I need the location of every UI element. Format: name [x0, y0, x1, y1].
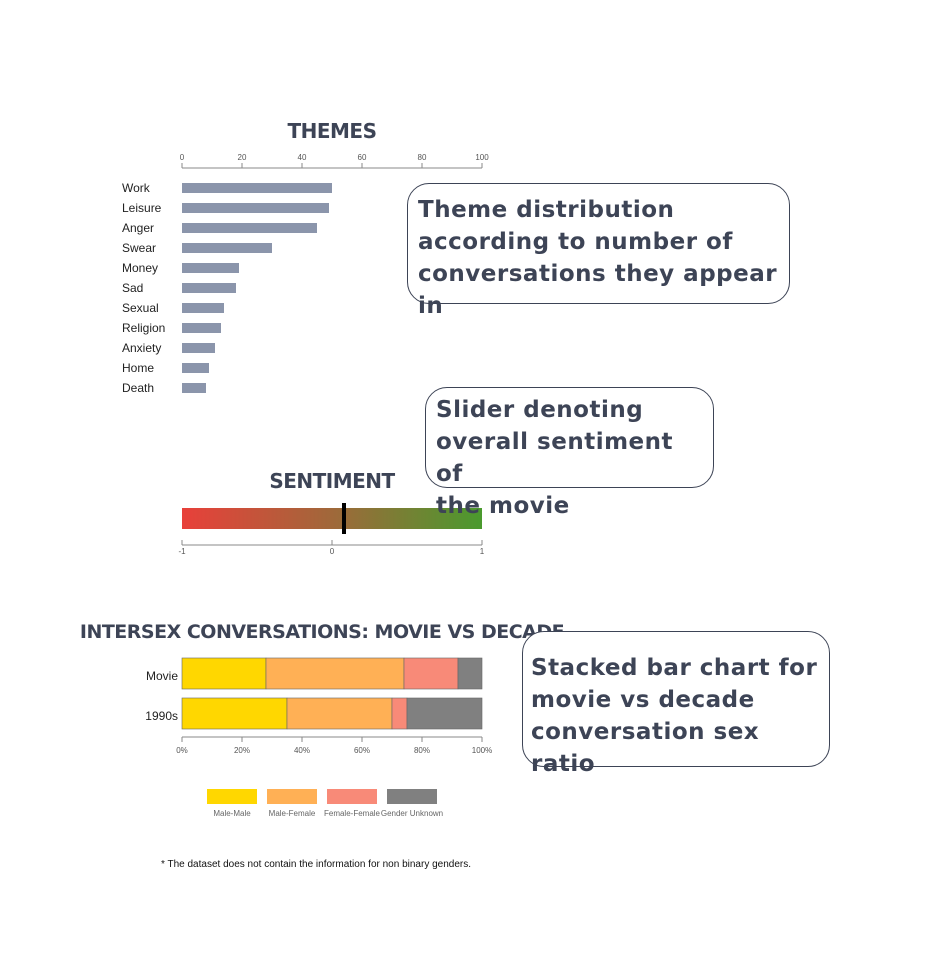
stacked-segment: [181, 697, 288, 730]
themes-category-label: Sad: [122, 281, 143, 295]
themes-bar: [182, 243, 272, 253]
themes-category-label: Sexual: [122, 301, 159, 315]
stacked-title: INTERSEX CONVERSATIONS: MOVIE VS DECADE: [80, 621, 564, 643]
themes-category-label: Home: [122, 361, 154, 375]
themes-category-label: Work: [122, 181, 151, 195]
themes-bar: [182, 263, 239, 273]
legend-label: Male-Male: [213, 809, 251, 818]
themes-chart: THEMES 0 20 40 60 80 100 Work Leisure Anger Swea…: [122, 119, 489, 395]
themes-bar: [182, 183, 332, 193]
sentiment-chart: SENTIMENT -1 0 1: [178, 469, 484, 556]
themes-bar: [182, 283, 236, 293]
themes-category-label: Religion: [122, 321, 165, 335]
stacked-legend: Male-Male Male-Female Female-Female Gender …: [207, 789, 443, 818]
sentiment-ticks: -1 0 1: [178, 540, 485, 556]
stacked-tick-label: 40%: [294, 746, 310, 755]
legend-swatch: [387, 789, 437, 804]
sentiment-callout-line: overall sentiment of: [436, 429, 674, 487]
stacked-tick-label: 60%: [354, 746, 370, 755]
themes-callout-line: conversations they appear in: [418, 261, 778, 319]
themes-callout-line: Theme distribution: [418, 197, 675, 223]
stacked-chart: INTERSEX CONVERSATIONS: MOVIE VS DECADE …: [80, 621, 565, 818]
sentiment-title: SENTIMENT: [269, 469, 395, 493]
sentiment-tick-label: -1: [178, 547, 186, 556]
themes-tick-label: 0: [180, 153, 185, 162]
themes-bar: [182, 323, 221, 333]
sentiment-callout: Slider denoting overall sentiment of the…: [425, 387, 714, 519]
stacked-segment: [181, 657, 267, 690]
legend-label: Male-Female: [269, 809, 316, 818]
themes-tick-label: 100: [475, 153, 489, 162]
stacked-ticks: 0% 20% 40% 60% 80% 100%: [176, 737, 492, 755]
themes-bar: [182, 303, 224, 313]
stacked-tick-label: 100%: [472, 746, 492, 755]
sentiment-callout-line: the movie: [436, 493, 570, 519]
themes-callout: Theme distribution according to number o…: [407, 183, 790, 319]
stacked-tick-label: 80%: [414, 746, 430, 755]
stacked-segment: [286, 697, 393, 730]
themes-bar: [182, 383, 206, 393]
themes-tick-label: 40: [298, 153, 307, 162]
stacked-segment: [403, 657, 459, 690]
legend-label: Gender Unknown: [381, 809, 443, 818]
stacked-callout-line: conversation sex ratio: [531, 719, 760, 777]
stacked-bars: Movie 1990s: [145, 657, 483, 730]
sentiment-gradient-bar: [182, 508, 482, 529]
themes-category-label: Anger: [122, 221, 154, 235]
themes-category-label: Swear: [122, 241, 156, 255]
stacked-category-label: Movie: [146, 669, 178, 683]
stacked-callout-line: Stacked bar chart for: [531, 655, 818, 681]
stacked-segment: [391, 697, 408, 730]
themes-callout-line: according to number of: [418, 229, 733, 255]
legend-label: Female-Female: [324, 809, 381, 818]
stacked-segment: [406, 697, 483, 730]
stacked-segment: [457, 657, 483, 690]
themes-bars: Work Leisure Anger Swear Money Sad Sexual Relig…: [122, 181, 332, 395]
stacked-callout: Stacked bar chart for movie vs decade co…: [522, 631, 830, 777]
themes-category-label: Death: [122, 381, 154, 395]
sentiment-callout-line: Slider denoting: [436, 397, 644, 423]
footnote: * The dataset does not contain the infor…: [161, 859, 472, 870]
themes-tick-label: 80: [418, 153, 427, 162]
themes-category-label: Money: [122, 261, 158, 275]
stacked-segment: [265, 657, 405, 690]
themes-category-label: Anxiety: [122, 341, 161, 355]
themes-title: THEMES: [287, 119, 376, 143]
legend-swatch: [267, 789, 317, 804]
stacked-category-label: 1990s: [145, 709, 178, 723]
stacked-tick-label: 20%: [234, 746, 250, 755]
legend-swatch: [327, 789, 377, 804]
themes-bar: [182, 343, 215, 353]
themes-bar: [182, 203, 329, 213]
themes-bar: [182, 363, 209, 373]
legend-swatch: [207, 789, 257, 804]
themes-category-label: Leisure: [122, 201, 162, 215]
sentiment-tick-label: 0: [330, 547, 335, 556]
stacked-callout-line: movie vs decade: [531, 687, 755, 713]
sentiment-marker[interactable]: [342, 503, 346, 534]
sentiment-tick-label: 1: [480, 547, 485, 556]
themes-bar: [182, 223, 317, 233]
themes-tick-label: 60: [358, 153, 367, 162]
stacked-tick-label: 0%: [176, 746, 188, 755]
themes-ticks: 0 20 40 60 80 100: [180, 153, 489, 168]
themes-tick-label: 20: [238, 153, 247, 162]
